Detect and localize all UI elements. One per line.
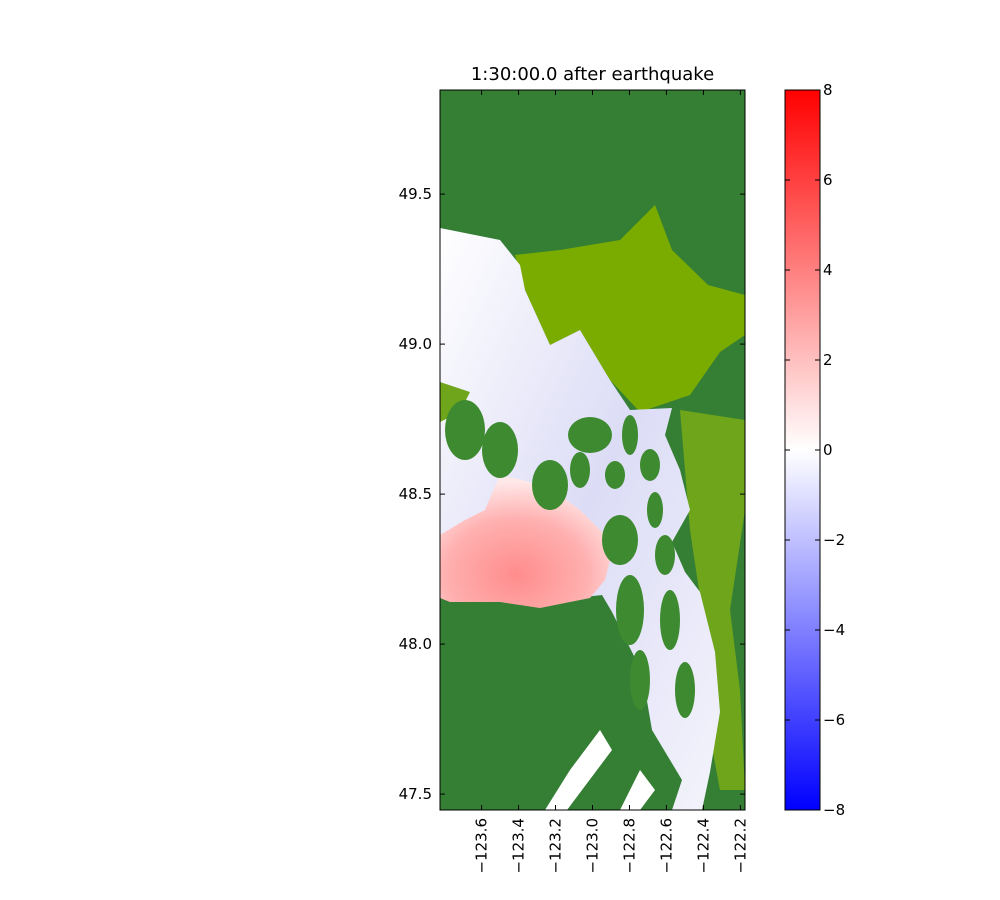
colorbar-tick-label: −4 [823, 621, 845, 639]
y-tick-label: 48.5 [399, 485, 432, 503]
x-axis: −123.6 −123.4 −123.2 −123.0 −122.8 −122.6 −122… [473, 90, 749, 874]
x-tick-label: −122.4 [694, 818, 712, 874]
x-tick-label: −122.8 [620, 818, 638, 874]
x-tick-label: −123.2 [547, 818, 565, 874]
positive-wave-region [440, 475, 610, 608]
water-region [545, 730, 612, 810]
colorbar-tick-label: 4 [823, 261, 833, 279]
x-tick-label: −122.2 [731, 818, 749, 874]
water-region [620, 770, 655, 810]
y-tick-label: 47.5 [399, 785, 432, 803]
land-light-region [680, 410, 745, 790]
islands [445, 400, 695, 718]
y-tick-label: 48.0 [399, 635, 432, 653]
colorbar-tick-label: 2 [823, 351, 833, 369]
x-tick-label: −122.6 [657, 818, 675, 874]
colorbar [784, 89, 821, 811]
colorbar-axis: 8 6 4 2 0 −2 −4 −6 −8 [785, 81, 845, 819]
y-tick-label: 49.0 [399, 335, 432, 353]
plot-title: 1:30:00.0 after earthquake [470, 64, 715, 85]
colorbar-tick-label: −2 [823, 531, 845, 549]
colorbar-tick-label: 6 [823, 171, 833, 189]
x-tick-label: −123.6 [473, 818, 491, 874]
y-tick-label: 49.5 [399, 185, 432, 203]
colorbar-tick-label: 8 [823, 81, 833, 99]
x-tick-label: −123.4 [510, 818, 528, 874]
colorbar-tick-label: −6 [823, 711, 845, 729]
colorbar-tick-label: 0 [823, 441, 833, 459]
map-area [440, 90, 745, 810]
colorbar-tick-label: −8 [823, 801, 845, 819]
x-tick-label: −123.0 [584, 818, 602, 874]
land-light-region [515, 205, 745, 412]
y-axis: 47.5 48.0 48.5 49.0 49.5 [399, 185, 745, 803]
